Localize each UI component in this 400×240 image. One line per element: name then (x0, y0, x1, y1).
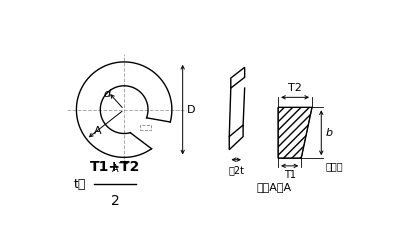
Text: 約2t: 約2t (228, 165, 244, 175)
Text: D: D (186, 105, 195, 115)
Text: T1: T1 (284, 170, 296, 180)
Text: d: d (104, 89, 111, 99)
Text: 2: 2 (111, 194, 120, 208)
Bar (140, 125, 151, 130)
Text: 断面A－A: 断面A－A (256, 182, 292, 192)
Text: 外径側: 外径側 (326, 161, 344, 171)
Text: b: b (326, 128, 333, 138)
Text: A: A (112, 164, 119, 174)
Text: T2: T2 (288, 84, 302, 94)
Text: t＝: t＝ (74, 178, 86, 191)
Text: A: A (94, 126, 102, 136)
Text: T1+T2: T1+T2 (90, 160, 140, 174)
